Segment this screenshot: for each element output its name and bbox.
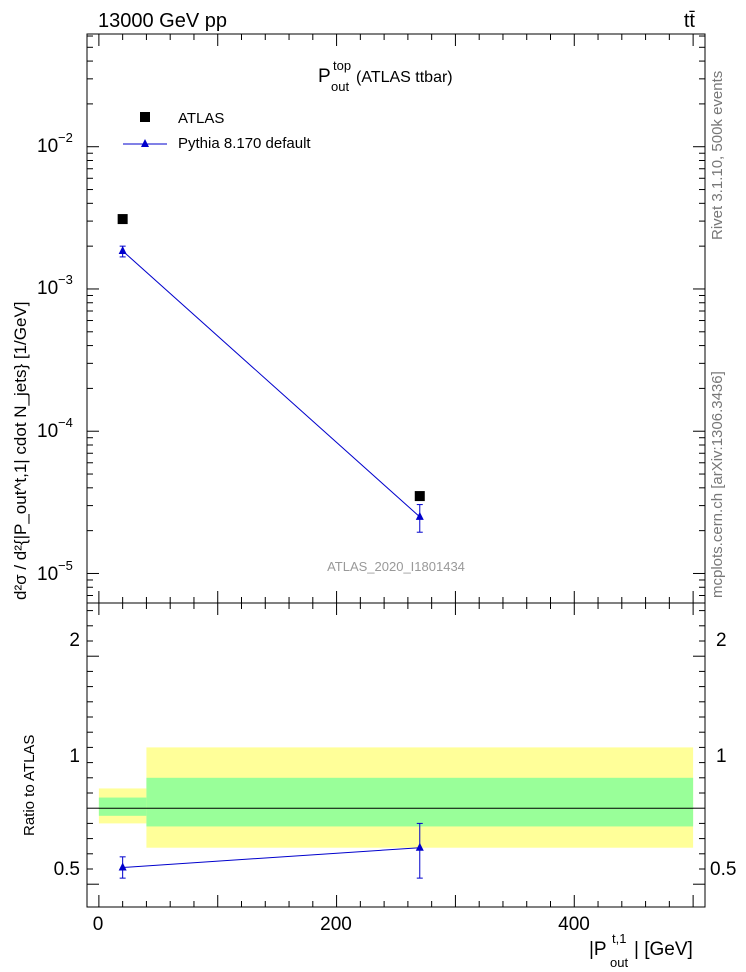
y-tick-exponent: −2 [58,130,73,145]
rivet-label: Rivet 3.1.10, 500k events [709,71,726,240]
title-main: P [318,66,331,87]
y-tick-label-1e-3: 10 −3 [37,272,73,299]
top-panel-ticks [87,34,705,603]
x-label-post: | [GeV] [634,939,693,960]
y-axis-label: d²σ / d²{|P_out^t,1| cdot N_jets} [1/GeV… [11,301,30,600]
pythia-line [122,250,421,518]
y-tick-label-1e-2: 10 −2 [37,130,73,157]
legend-atlas-label: ATLAS [178,110,224,127]
legend-atlas-marker [140,112,150,122]
ratio-axis-label: Ratio to ATLAS [21,735,38,836]
ratio-tick-label-2: 2 [69,630,80,651]
y-tick-exponent: −3 [58,272,73,287]
x-label-pre: |P [589,939,607,960]
x-tick-label-0: 0 [93,914,104,935]
ratio-band-inner [98,797,147,816]
ratio-point [118,862,127,871]
y-tick-base: 10 [37,421,58,442]
header-energy: 13000 GeV pp [98,10,227,32]
mcplots-label: mcplots.cern.ch [arXiv:1306.3436] [709,371,726,598]
ratio-band-inner [146,777,694,827]
y-tick-exponent: −5 [58,558,73,573]
y-tick-base: 10 [37,278,58,299]
ratio-point [415,842,424,851]
ratio-tick-label-1: 1 [69,746,80,767]
bottom-panel: 0.5 1 2 0.5 1 2 Ratio to ATLAS 0 200 400… [21,602,736,970]
legend: ATLAS Pythia 8.170 default [123,110,311,152]
legend-pythia-label: Pythia 8.170 default [178,135,311,152]
x-tick-label-200: 200 [320,914,352,935]
bottom-panel-ticks [87,603,705,907]
ratio-bands [98,747,694,848]
atlas-point [117,214,128,225]
bottom-panel-marks [118,822,424,879]
bottom-panel-frame [86,602,706,908]
legend-pythia-marker [141,139,149,147]
ratio-tick-label-right-0.5: 0.5 [710,859,736,880]
x-tick-label-400: 400 [558,914,590,935]
ratio-tick-label-right-1: 1 [716,746,727,767]
header-process: tt̄ [684,10,696,32]
x-label-sub: out [610,955,628,970]
pythia-point [118,245,127,254]
ratio-tick-label-right-2: 2 [716,630,727,651]
y-tick-base: 10 [37,564,58,585]
title-tail: (ATLAS ttbar) [356,69,453,86]
y-tick-base: 10 [37,136,58,157]
y-tick-label-1e-5: 10 −5 [37,558,73,585]
plot-title: P top out (ATLAS ttbar) [318,58,453,94]
y-tick-exponent: −4 [58,415,73,430]
ratio-tick-label-0.5: 0.5 [54,859,80,880]
analysis-watermark: ATLAS_2020_I1801434 [327,559,465,574]
ratio-line [122,847,420,868]
x-axis-label: |P t,1 out | [GeV] [589,931,693,970]
y-tick-label-1e-4: 10 −4 [37,415,73,442]
title-sub: out [331,79,349,94]
title-sup: top [333,58,351,73]
atlas-point [414,491,425,502]
x-label-sup: t,1 [612,931,626,946]
top-panel: 10 −2 10 −3 10 −4 10 −5 P top out (ATLAS… [11,33,706,604]
top-panel-marks [117,214,425,533]
pythia-point [415,511,424,520]
